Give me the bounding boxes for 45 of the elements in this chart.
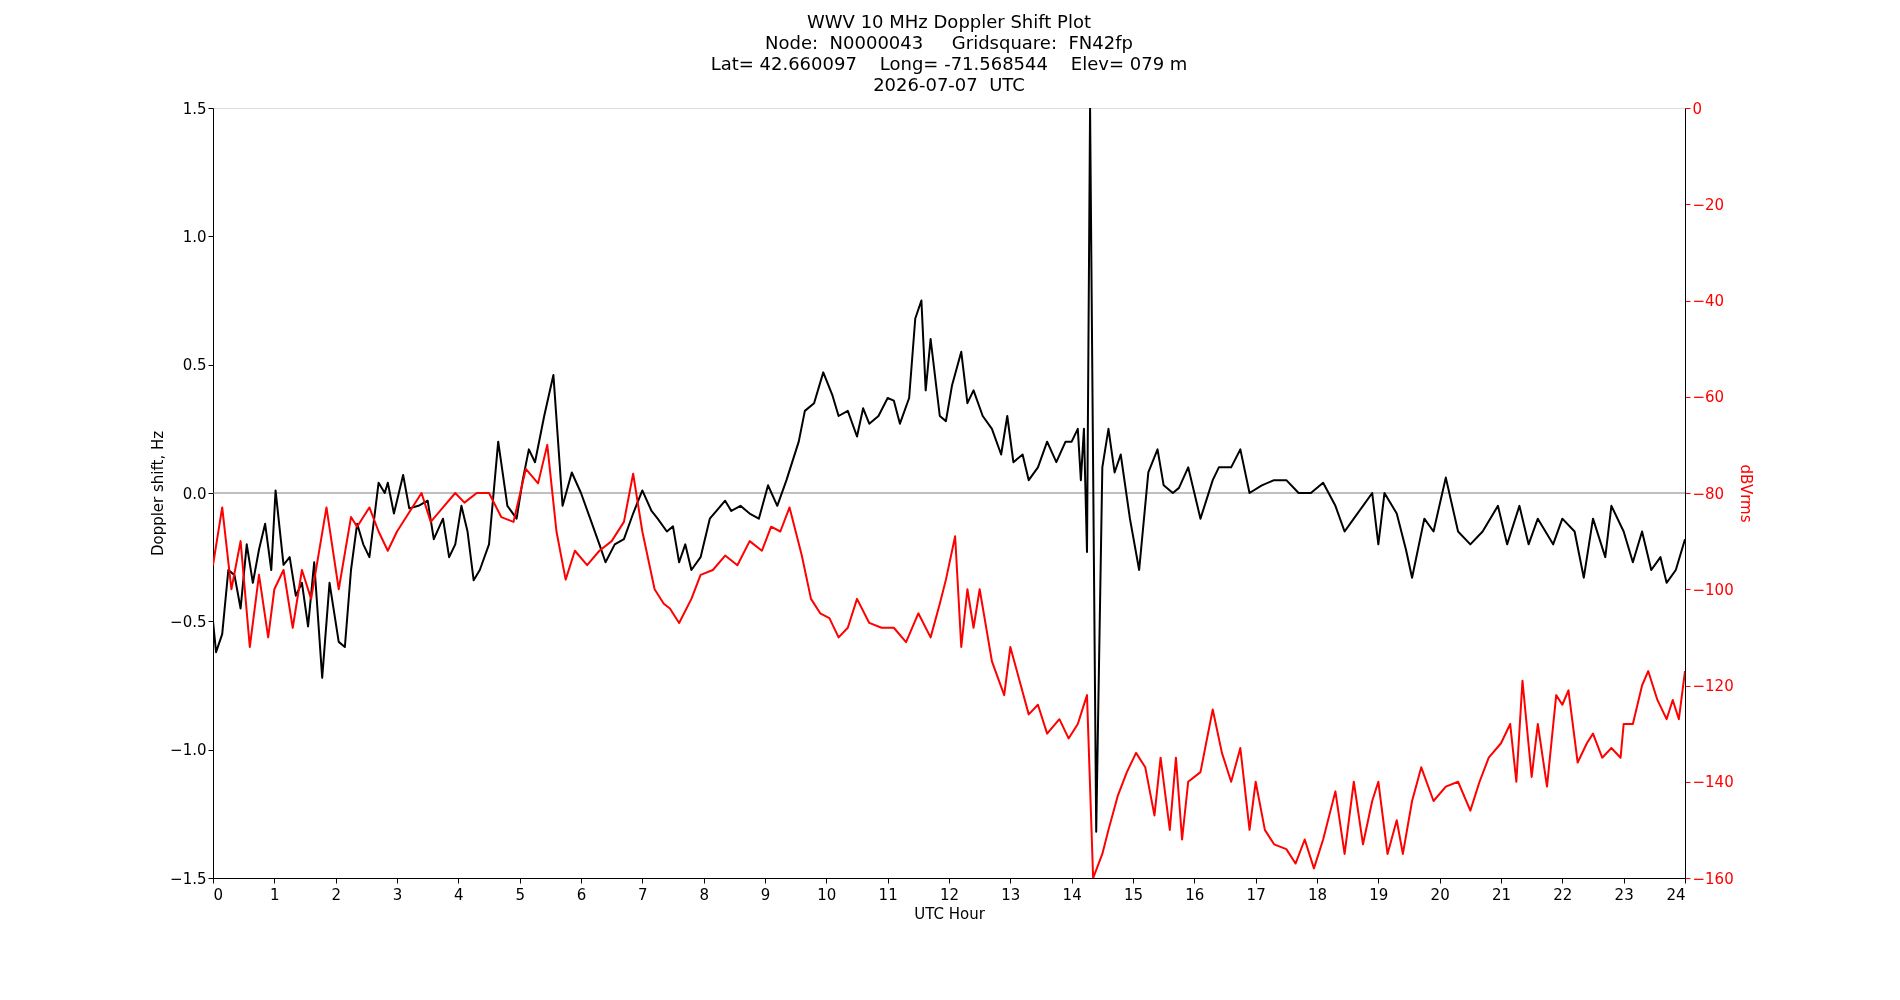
y-tick-label: −1.5 <box>170 869 207 888</box>
x-tick-label: 2 <box>331 885 341 904</box>
x-tick-label: 3 <box>392 885 403 904</box>
y-tick-label: −1.0 <box>170 741 207 760</box>
x-tick-label: 11 <box>878 885 898 904</box>
y2-tick-label: −100 <box>1692 580 1734 599</box>
x-tick-label: 22 <box>1553 885 1573 904</box>
x-tick-label: 8 <box>699 885 709 904</box>
y-tick-label: 1.0 <box>182 227 207 246</box>
x-tick-label: 4 <box>454 885 464 904</box>
x-tick-label: 17 <box>1246 885 1266 904</box>
x-tick-label: 18 <box>1307 885 1328 904</box>
x-tick-label: 10 <box>817 885 837 904</box>
x-tick-label: 23 <box>1614 885 1634 904</box>
x-tick-label: 24 <box>1666 885 1686 904</box>
x-tick-label: 5 <box>515 885 525 904</box>
x-tick-label: 19 <box>1369 885 1389 904</box>
chart-title: WWV 10 MHz Doppler Shift Plot Node: N0000043 Gridsquare: FN42fp Lat= 42.660097 Long= -71.568544 Elev= 079 m 2026-07-07 UTC <box>710 11 1188 95</box>
y-axis-title: Doppler shift, Hz <box>149 430 168 557</box>
y2-tick-label: −140 <box>1692 773 1734 792</box>
x-tick-label: 12 <box>939 885 960 904</box>
x-tick-label: 14 <box>1062 885 1082 904</box>
y2-tick-label: −120 <box>1692 677 1734 695</box>
x-tick-label: 15 <box>1123 885 1144 904</box>
y2-tick-label: −80 <box>1692 484 1725 503</box>
y2-tick-label: −160 <box>1692 869 1734 888</box>
y2-tick-label: 0 <box>1692 99 1703 118</box>
x-tick-label: 20 <box>1430 885 1450 904</box>
y-tick-label: 1.5 <box>182 99 207 118</box>
y-tick-label: −0.5 <box>170 612 207 631</box>
x-tick-label: 0 <box>213 885 224 904</box>
x-tick-label: 13 <box>1001 885 1021 904</box>
x-tick-label: 7 <box>638 885 648 904</box>
x-tick-label: 6 <box>576 885 587 904</box>
y2-axis-title: dBVrms <box>1736 464 1755 523</box>
x-tick-label: 9 <box>760 885 771 904</box>
x-tick-label: 21 <box>1491 885 1512 904</box>
y2-tick-label: −20 <box>1692 195 1725 214</box>
x-tick-label: 16 <box>1185 885 1205 904</box>
y-tick-label: 0.5 <box>182 356 207 375</box>
x-tick-label: 1 <box>270 885 280 904</box>
y2-tick-label: −60 <box>1692 388 1725 407</box>
y-tick-label: 0.0 <box>182 484 207 503</box>
x-axis-title: UTC Hour <box>914 904 986 923</box>
y2-tick-label: −40 <box>1692 292 1725 310</box>
